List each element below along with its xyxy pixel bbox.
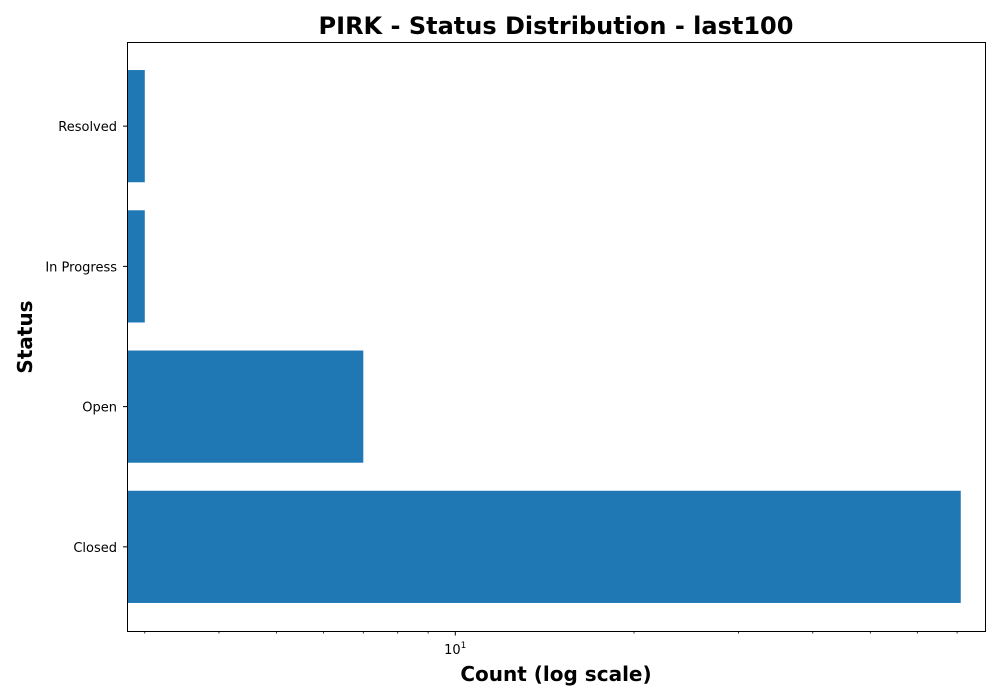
y-tick-label-open: Open (82, 401, 117, 416)
bar-closed (127, 490, 961, 603)
bar-in-progress (127, 210, 145, 323)
bars-layer (127, 70, 961, 603)
bar-open (127, 350, 364, 463)
chart-title: PIRK - Status Distribution - last100 (319, 12, 794, 40)
y-tick-label-in-progress: In Progress (45, 260, 117, 275)
plot-frame (127, 42, 986, 632)
bar-resolved (127, 70, 145, 183)
y-tick-label-resolved: Resolved (58, 120, 117, 135)
y-axis-ticks: Closed Open In Progress Resolved (45, 120, 127, 556)
y-tick-label-closed: Closed (73, 541, 117, 556)
x-tick-label: 101 (444, 641, 466, 658)
x-axis-label: Count (log scale) (460, 662, 651, 686)
y-axis-label: Status (13, 300, 37, 373)
